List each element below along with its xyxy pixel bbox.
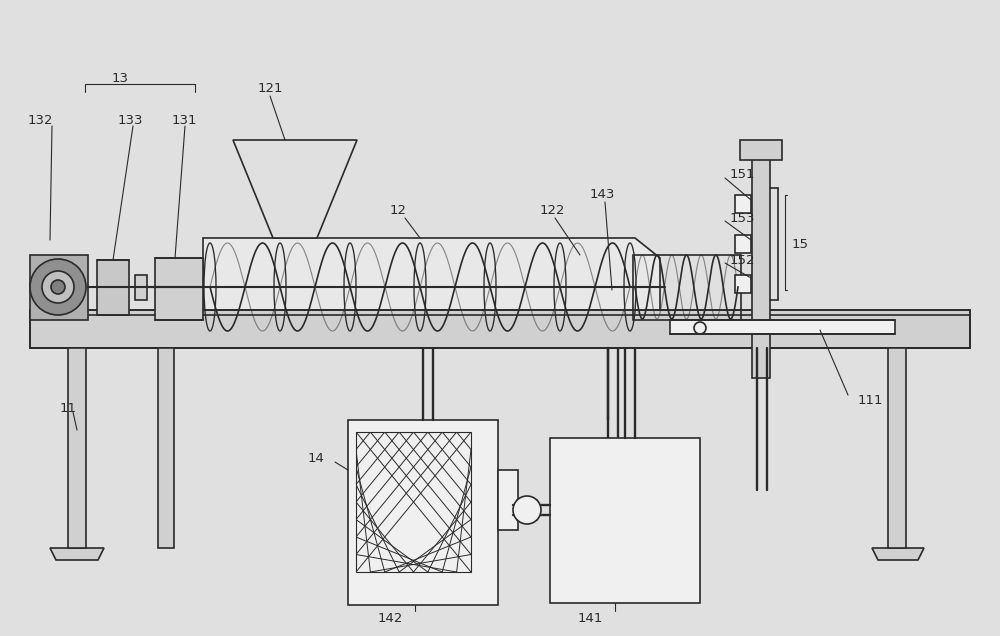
Text: 142: 142 [377, 611, 403, 625]
Text: 121: 121 [257, 81, 283, 95]
Bar [30, 310, 970, 348]
Bar [68, 348, 86, 548]
Bar [30, 255, 88, 320]
Text: 15: 15 [792, 238, 809, 251]
Text: 13: 13 [112, 71, 129, 85]
Text: 143: 143 [590, 188, 615, 202]
Bar [356, 432, 471, 572]
Text: 14: 14 [308, 452, 325, 464]
Bar [888, 348, 906, 548]
Bar [670, 320, 895, 334]
Text: 141: 141 [577, 611, 603, 625]
Circle shape [513, 496, 541, 524]
Bar [155, 258, 203, 320]
Bar [348, 420, 498, 605]
Bar [740, 140, 782, 160]
Polygon shape [872, 548, 924, 560]
Bar [735, 235, 751, 253]
Polygon shape [203, 238, 660, 335]
Bar [735, 195, 751, 213]
Text: 131: 131 [172, 113, 198, 127]
Text: 12: 12 [390, 204, 407, 216]
Polygon shape [50, 548, 104, 560]
Polygon shape [233, 140, 357, 238]
Bar [135, 275, 147, 300]
Text: 132: 132 [28, 113, 54, 127]
Bar [633, 255, 741, 320]
Bar [498, 470, 518, 530]
Circle shape [51, 280, 65, 294]
Text: 11: 11 [60, 401, 77, 415]
Text: 111: 111 [858, 394, 884, 406]
Text: 122: 122 [540, 204, 566, 216]
Bar [97, 260, 129, 315]
Bar [752, 148, 770, 378]
Text: 153: 153 [730, 212, 756, 225]
Bar [735, 275, 751, 293]
Text: 133: 133 [118, 113, 144, 127]
Text: 152: 152 [730, 254, 756, 266]
Bar [550, 438, 700, 603]
Bar [30, 310, 970, 348]
Circle shape [42, 271, 74, 303]
Circle shape [30, 259, 86, 315]
Bar [158, 348, 174, 548]
Text: 151: 151 [730, 169, 756, 181]
